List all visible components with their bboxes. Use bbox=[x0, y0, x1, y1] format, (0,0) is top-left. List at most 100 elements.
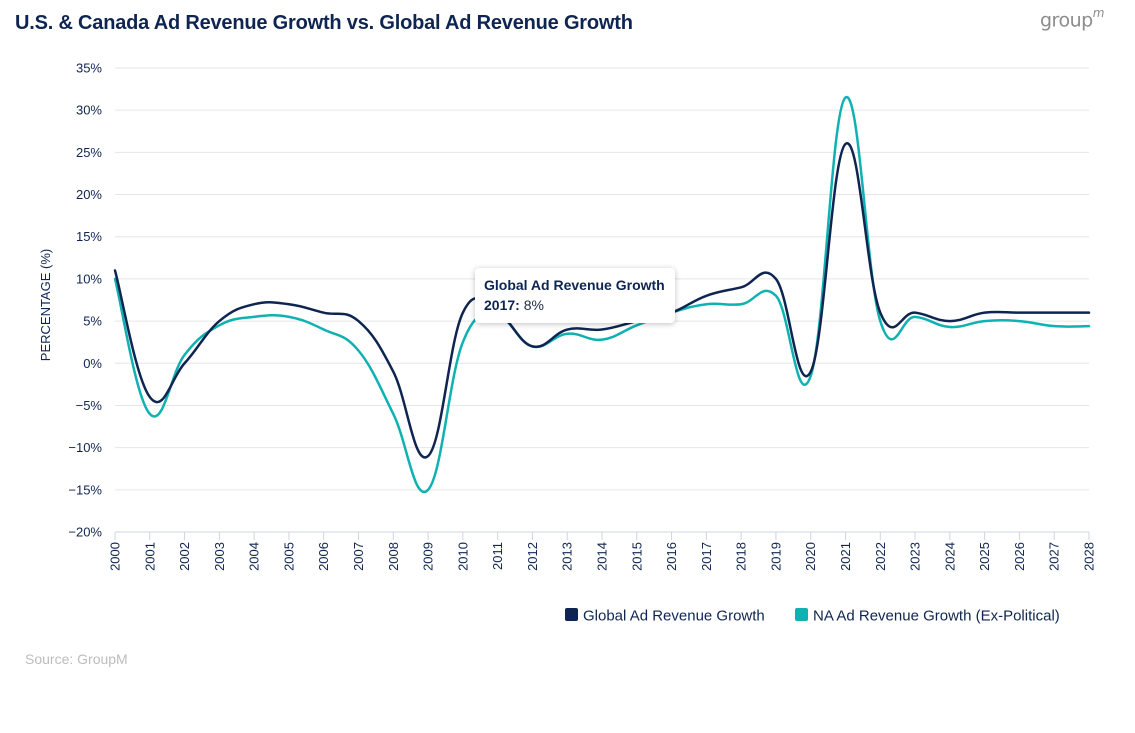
data-point-global[interactable] bbox=[1051, 310, 1057, 316]
data-point-na[interactable] bbox=[703, 301, 709, 307]
tooltip-value: 8% bbox=[523, 297, 544, 313]
data-point-global[interactable] bbox=[1086, 310, 1092, 316]
x-tick-label: 2007 bbox=[351, 542, 366, 571]
data-point-na[interactable] bbox=[182, 352, 188, 358]
tooltip-series-name: Global Ad Revenue Growth bbox=[484, 277, 665, 293]
data-point-global[interactable] bbox=[321, 310, 327, 316]
y-tick-label: −5% bbox=[76, 398, 103, 413]
y-tick-label: −10% bbox=[68, 440, 102, 455]
data-point-global[interactable] bbox=[599, 327, 605, 333]
data-point-global[interactable] bbox=[808, 369, 814, 375]
y-tick-label: 10% bbox=[76, 271, 102, 286]
legend-swatch bbox=[565, 608, 578, 621]
data-point-global[interactable] bbox=[912, 310, 918, 316]
data-point-global[interactable] bbox=[182, 360, 188, 366]
data-point-global[interactable] bbox=[286, 301, 292, 307]
data-point-na[interactable] bbox=[843, 95, 849, 101]
data-point-na[interactable] bbox=[773, 293, 779, 299]
data-point-na[interactable] bbox=[321, 327, 327, 333]
data-point-global[interactable] bbox=[529, 343, 535, 349]
x-tick-label: 2021 bbox=[838, 542, 853, 571]
legend-item-global[interactable]: Global Ad Revenue Growth bbox=[565, 608, 765, 625]
data-tooltip: Global Ad Revenue Growth 2017: 8% bbox=[475, 268, 675, 323]
x-tick-label: 2018 bbox=[734, 542, 749, 571]
data-point-global[interactable] bbox=[112, 267, 118, 273]
legend-swatch bbox=[795, 608, 808, 621]
data-point-na[interactable] bbox=[251, 314, 257, 320]
data-point-na[interactable] bbox=[425, 487, 431, 493]
data-point-na[interactable] bbox=[1086, 323, 1092, 329]
data-point-global[interactable] bbox=[947, 318, 953, 324]
x-tick-label: 2008 bbox=[386, 542, 401, 571]
x-tick-label: 2020 bbox=[803, 542, 818, 571]
data-point-na[interactable] bbox=[460, 339, 466, 345]
legend-label: Global Ad Revenue Growth bbox=[583, 608, 765, 625]
x-tick-label: 2003 bbox=[212, 542, 227, 571]
y-tick-label: −15% bbox=[68, 482, 102, 497]
y-tick-label: −20% bbox=[68, 525, 102, 540]
x-tick-label: 2025 bbox=[977, 542, 992, 571]
data-point-global[interactable] bbox=[877, 310, 883, 316]
y-tick-label: 30% bbox=[76, 103, 102, 118]
data-point-global[interactable] bbox=[147, 394, 153, 400]
data-point-global[interactable] bbox=[843, 141, 849, 147]
x-tick-label: 2026 bbox=[1012, 542, 1027, 571]
legend[interactable]: Global Ad Revenue Growth NA Ad Revenue Gr… bbox=[565, 608, 1060, 625]
data-point-na[interactable] bbox=[286, 314, 292, 320]
data-point-na[interactable] bbox=[390, 411, 396, 417]
x-tick-label: 2010 bbox=[455, 542, 470, 571]
data-point-global[interactable] bbox=[356, 318, 362, 324]
logo-text: group bbox=[1040, 9, 1093, 32]
data-point-na[interactable] bbox=[947, 324, 953, 330]
data-point-na[interactable] bbox=[738, 301, 744, 307]
y-tick-label: 35% bbox=[76, 61, 102, 76]
data-point-na[interactable] bbox=[599, 337, 605, 343]
x-tick-label: 2022 bbox=[873, 542, 888, 571]
x-tick-label: 2002 bbox=[177, 542, 192, 571]
data-point-na[interactable] bbox=[982, 318, 988, 324]
x-tick-label: 2000 bbox=[108, 542, 123, 571]
groupm-logo: groupm bbox=[1040, 6, 1105, 32]
data-point-global[interactable] bbox=[773, 276, 779, 282]
logo-suffix: m bbox=[1092, 6, 1105, 20]
series-line-na[interactable] bbox=[113, 96, 1091, 494]
y-tick-label: 0% bbox=[83, 356, 102, 371]
source-note: Source: GroupM bbox=[25, 651, 128, 667]
data-point-na[interactable] bbox=[356, 348, 362, 354]
data-point-na[interactable] bbox=[147, 411, 153, 417]
x-axis: 2000 2001 2002 2003 2004 2005 2006 2007 2008 2009… bbox=[108, 531, 1097, 571]
x-tick-label: 2014 bbox=[595, 542, 610, 571]
x-tick-label: 2006 bbox=[316, 542, 331, 571]
data-point-global[interactable] bbox=[1016, 310, 1022, 316]
legend-item-na[interactable]: NA Ad Revenue Growth (Ex-Political) bbox=[795, 608, 1060, 625]
x-tick-label: 2028 bbox=[1082, 542, 1097, 571]
x-tick-label: 2015 bbox=[629, 542, 644, 571]
data-point-global[interactable] bbox=[703, 293, 709, 299]
data-point-na[interactable] bbox=[1051, 323, 1057, 329]
x-tick-label: 2013 bbox=[560, 542, 575, 571]
data-point-na[interactable] bbox=[1016, 318, 1022, 324]
data-point-global[interactable] bbox=[738, 284, 744, 290]
x-tick-label: 2012 bbox=[525, 542, 540, 571]
data-point-global[interactable] bbox=[564, 327, 570, 333]
x-tick-label: 2009 bbox=[421, 542, 436, 571]
y-axis-title: PERCENTAGE (%) bbox=[38, 249, 53, 361]
data-point-global[interactable] bbox=[216, 318, 222, 324]
x-tick-label: 2005 bbox=[281, 542, 296, 571]
x-tick-label: 2001 bbox=[142, 542, 157, 571]
series-line-global[interactable] bbox=[113, 142, 1091, 459]
x-tick-label: 2024 bbox=[942, 542, 957, 571]
tooltip-year: 2017: bbox=[484, 297, 520, 313]
x-tick-label: 2019 bbox=[768, 542, 783, 571]
x-tick-label: 2023 bbox=[908, 542, 923, 571]
data-point-global[interactable] bbox=[251, 301, 257, 307]
data-point-global[interactable] bbox=[982, 310, 988, 316]
y-axis: 35% 30% 25% 20% 15% 10% 5% 0% −5% −10% −15% −20% bbox=[68, 61, 102, 540]
data-point-global[interactable] bbox=[460, 310, 466, 316]
data-point-global[interactable] bbox=[425, 453, 431, 459]
data-point-global[interactable] bbox=[390, 369, 396, 375]
series-lines bbox=[112, 95, 1092, 494]
y-tick-label: 5% bbox=[83, 314, 102, 329]
legend-label: NA Ad Revenue Growth (Ex-Political) bbox=[813, 608, 1060, 625]
